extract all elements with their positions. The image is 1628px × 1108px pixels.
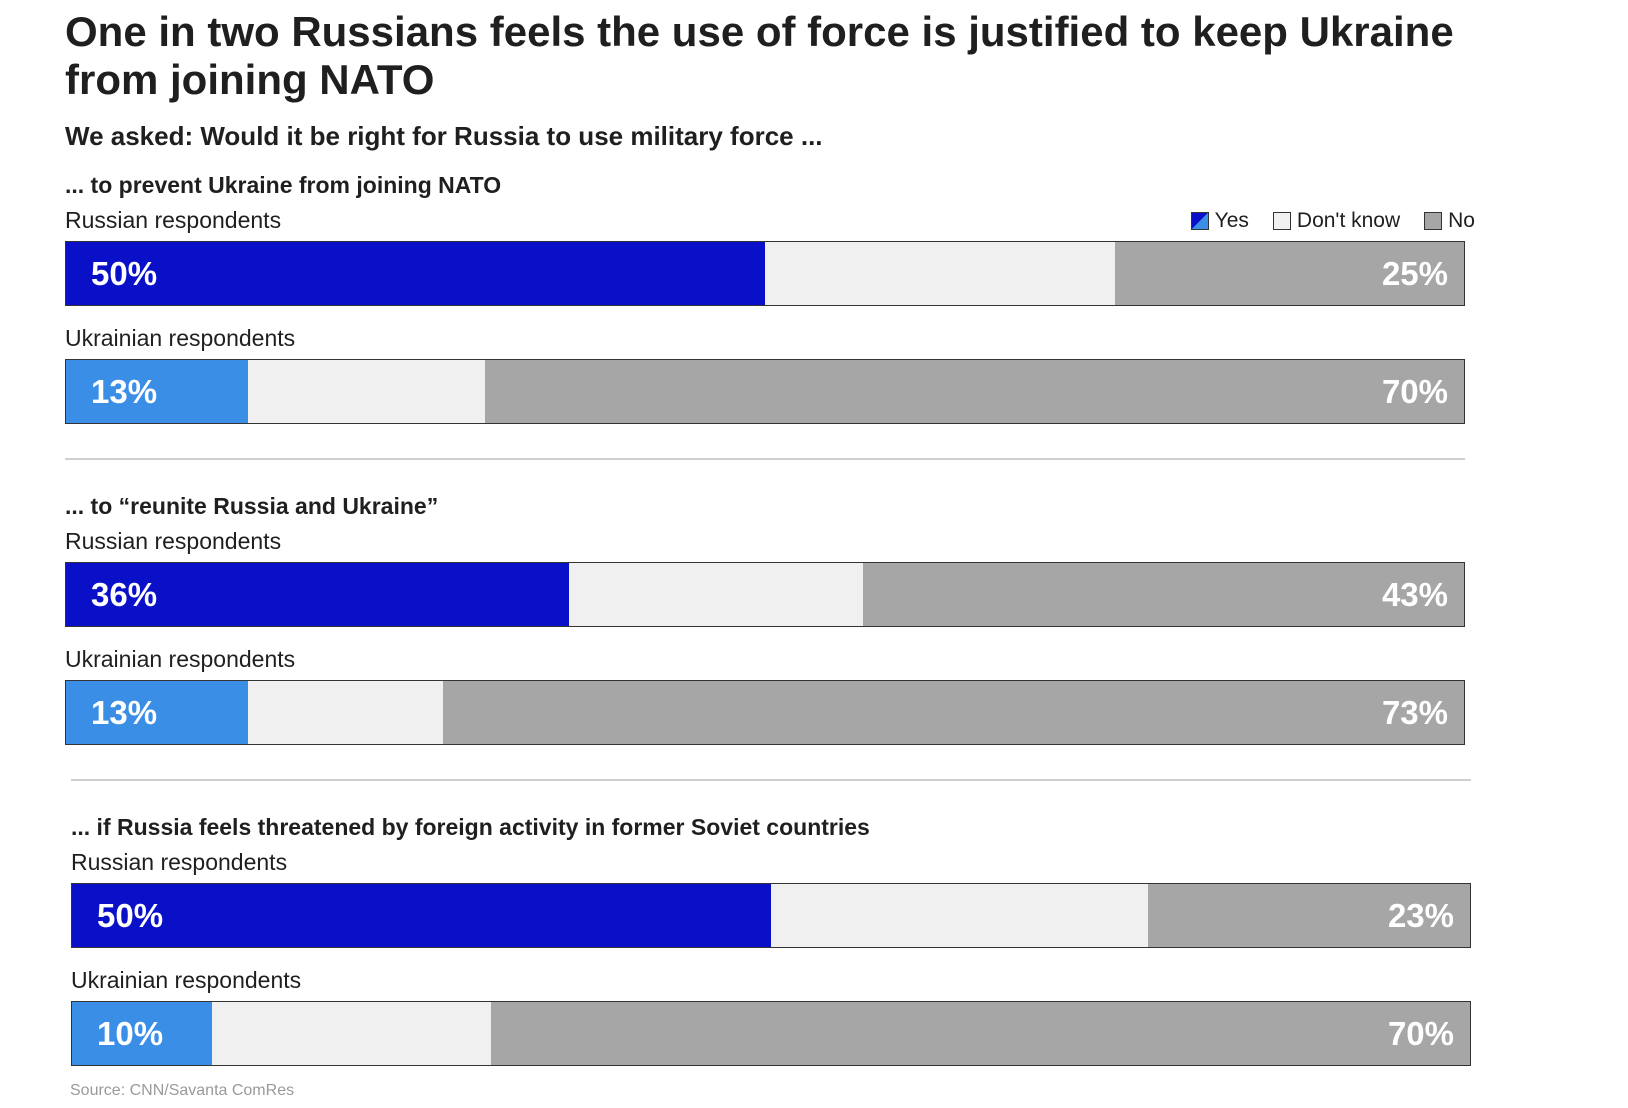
bar-segment-no [491,1002,1470,1065]
legend-item-no: No [1424,209,1475,233]
bar-value-yes: 36% [91,575,158,613]
bar-value-yes: 13% [91,372,158,410]
stacked-bar: 50% 25% [65,241,1465,306]
bar-value-yes: 13% [91,693,158,731]
section-divider [65,458,1465,460]
row-label-ukrainian: Ukrainian respondents [65,325,296,351]
bar-value-no: 73% [1381,693,1448,731]
bar-segment-no [443,681,1464,744]
stacked-bar: 10% 70% [71,1001,1471,1066]
chart-subtitle: We asked: Would it be right for Russia t… [65,121,823,151]
bar-value-yes: 50% [91,254,158,292]
bar-value-no: 70% [1381,372,1448,410]
group-heading-nato: ... to prevent Ukraine from joining NATO [65,172,502,198]
group-heading-reunite: ... to “reunite Russia and Ukraine” [65,493,439,519]
row-label-russian: Russian respondents [71,849,288,875]
legend-label-dont-know: Don't know [1296,209,1401,232]
bar-segment-no [485,360,1464,423]
bar-segment-no [1148,884,1470,947]
stacked-bar: 13% 70% [65,359,1465,424]
bar-value-no: 43% [1381,575,1448,613]
bar-segment-yes [72,1002,212,1065]
section-divider [71,779,1471,781]
bar-value-yes: 10% [97,1014,164,1052]
bar-segment-yes [66,563,570,626]
legend-item-yes: Yes [1190,209,1249,233]
bar-segment-yes [72,884,771,947]
bar-segment-no [1114,242,1464,305]
bar-segment-yes [66,242,765,305]
stacked-bar: 50% 23% [71,883,1471,948]
row-label-russian: Russian respondents [65,207,282,233]
stacked-bar: 13% 73% [65,680,1465,745]
bar-value-yes: 50% [97,896,164,934]
legend-label-yes: Yes [1214,209,1249,232]
legend-swatch-dont-know [1272,212,1291,230]
bar-value-no: 25% [1381,254,1448,292]
bar-segment-yes [66,360,248,423]
row-label-ukrainian: Ukrainian respondents [65,646,296,672]
legend-swatch-no [1424,212,1443,230]
legend: Yes Don't know No [1167,209,1475,233]
bar-value-no: 70% [1387,1014,1454,1052]
legend-label-no: No [1448,209,1475,232]
bar-segment-no [862,563,1464,626]
legend-swatch-yes [1190,212,1209,230]
row-label-russian: Russian respondents [65,528,282,554]
stacked-bar: 36% 43% [65,562,1465,627]
chart-title: One in two Russians feels the use of for… [65,8,1454,103]
group-heading-threatened: ... if Russia feels threatened by foreig… [71,814,870,840]
legend-item-dont-know: Don't know [1272,209,1401,233]
source-note: Source: CNN/Savanta ComRes [70,1082,295,1099]
bar-value-no: 23% [1387,896,1454,934]
row-label-ukrainian: Ukrainian respondents [71,967,302,993]
bar-segment-yes [66,681,248,744]
